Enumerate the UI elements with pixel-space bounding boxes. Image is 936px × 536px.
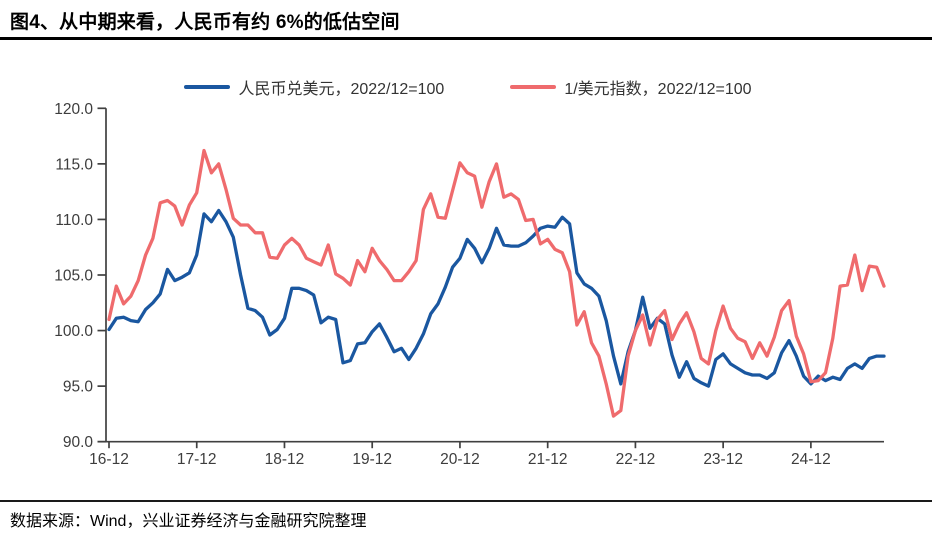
- legend-item-usd: 1/美元指数，2022/12=100: [510, 75, 752, 99]
- y-tick-label: 120.0: [54, 101, 93, 118]
- x-tick-label: 18-12: [265, 451, 305, 468]
- x-tick-label: 17-12: [177, 451, 217, 468]
- legend-label-cny: 人民币兑美元，2022/12=100: [238, 81, 445, 98]
- source-divider: [0, 500, 932, 502]
- x-tick-label: 19-12: [352, 451, 392, 468]
- cny-line: [107, 208, 886, 388]
- y-tick-label: 110.0: [55, 212, 93, 229]
- y-tick-label: 95.0: [63, 379, 94, 396]
- chart-title: 图4、从中期来看，人民币有约 6%的低估空间: [10, 12, 400, 33]
- x-tick-label: 24-12: [791, 451, 831, 468]
- y-tick-label: 105.0: [54, 268, 93, 285]
- legend-label-usd: 1/美元指数，2022/12=100: [564, 81, 752, 98]
- x-tick-label: 16-12: [89, 451, 129, 468]
- x-tick-label: 21-12: [528, 451, 568, 468]
- y-tick-label: 90.0: [63, 434, 94, 451]
- legend-swatch-usd: [510, 84, 557, 90]
- x-tick-label: 20-12: [440, 451, 480, 468]
- y-tick-label: 100.0: [54, 323, 93, 340]
- x-tick-label: 22-12: [616, 451, 656, 468]
- legend-swatch-cny: [184, 84, 231, 90]
- legend-item-cny: 人民币兑美元，2022/12=100: [184, 75, 444, 99]
- legend: 人民币兑美元，2022/12=100 1/美元指数，2022/12=100: [0, 75, 936, 99]
- y-tick-label: 115.0: [55, 156, 93, 173]
- usd-index-line: [107, 148, 886, 418]
- x-tick-label: 23-12: [703, 451, 743, 468]
- source-note: 数据来源：Wind，兴业证券经济与金融研究院整理: [10, 513, 367, 530]
- line-chart: 90.0 95.0 100.0 105.0 110.0 115.0 120.0 16-12 17…: [54, 101, 886, 468]
- title-underline: [0, 37, 932, 40]
